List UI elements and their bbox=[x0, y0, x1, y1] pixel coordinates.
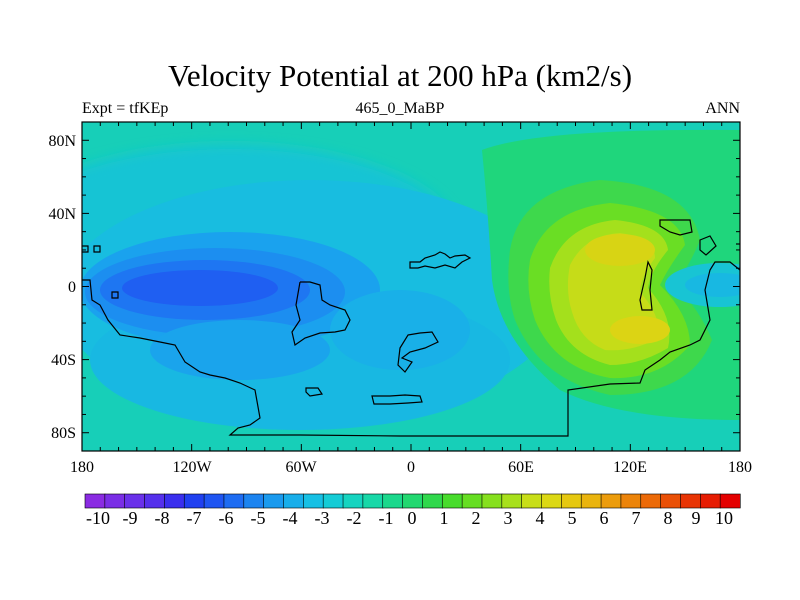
colorbar-label: -7 bbox=[187, 508, 202, 528]
y-tick-label: 40S bbox=[51, 352, 76, 369]
colorbar-swatch bbox=[561, 493, 582, 509]
colorbar-swatch bbox=[183, 493, 205, 509]
x-tick-label: 180 bbox=[728, 459, 752, 476]
colorbar-swatch bbox=[719, 493, 741, 509]
colorbar-swatch bbox=[283, 493, 304, 509]
x-tick-label: 60W bbox=[285, 459, 317, 476]
x-axis-labels: 180 120W 60W 0 60E 120E 180 bbox=[70, 459, 752, 476]
colorbar-label: 0 bbox=[408, 508, 417, 528]
season-label: ANN bbox=[705, 100, 740, 117]
colorbar-label: 10 bbox=[715, 508, 733, 528]
colorbar-swatch bbox=[580, 493, 602, 509]
colorbar-swatch bbox=[699, 493, 721, 509]
x-tick-label: 120E bbox=[613, 459, 647, 476]
colorbar-swatch bbox=[481, 493, 503, 509]
colorbar-label: -1 bbox=[379, 508, 394, 528]
colorbar-label: -4 bbox=[283, 508, 298, 528]
colorbar-swatch bbox=[422, 493, 443, 509]
colorbar-swatch bbox=[382, 493, 404, 509]
colorbar-label: -8 bbox=[155, 508, 170, 528]
colorbar-swatch bbox=[84, 493, 106, 509]
contour-field bbox=[82, 122, 740, 451]
colorbar-labels: -10 -9 -8 -7 -6 -5 -4 -3 -2 -1 0 1 2 3 4… bbox=[86, 508, 733, 528]
colorbar-swatch bbox=[362, 493, 384, 509]
colorbar-swatch bbox=[303, 493, 324, 509]
colorbar-swatch bbox=[461, 493, 483, 509]
colorbar-label: -6 bbox=[219, 508, 234, 528]
colorbar-label: -3 bbox=[315, 508, 330, 528]
x-tick-label: 60E bbox=[508, 459, 534, 476]
colorbar-label: 4 bbox=[536, 508, 545, 528]
colorbar-label: 9 bbox=[692, 508, 701, 528]
y-tick-label: 80N bbox=[48, 133, 76, 150]
colorbar-swatch bbox=[322, 493, 344, 509]
colorbar-swatch bbox=[600, 493, 622, 509]
y-tick-label: 0 bbox=[68, 279, 76, 296]
colorbar-label: -2 bbox=[347, 508, 362, 528]
colorbar-swatch bbox=[680, 493, 701, 509]
colorbar-label: -5 bbox=[251, 508, 266, 528]
colorbar-label: 3 bbox=[504, 508, 513, 528]
colorbar-swatch bbox=[223, 493, 245, 509]
x-tick-label: 180 bbox=[70, 459, 94, 476]
colorbar-swatch bbox=[243, 493, 265, 509]
colorbar-label: 6 bbox=[600, 508, 609, 528]
experiment-label: Expt = tfKEp bbox=[82, 100, 169, 117]
y-axis-labels: 80N 40N 0 40S 80S bbox=[48, 133, 76, 442]
colorbar-swatch bbox=[342, 493, 364, 509]
colorbar-swatch bbox=[203, 493, 225, 509]
colorbar-swatch bbox=[660, 493, 682, 509]
y-tick-label: 80S bbox=[51, 425, 76, 442]
colorbar-swatch bbox=[640, 493, 662, 509]
colorbar-swatch bbox=[501, 493, 523, 509]
colorbar-swatch bbox=[144, 493, 166, 509]
colorbar-swatch bbox=[441, 493, 463, 509]
colorbar-label: 7 bbox=[632, 508, 641, 528]
colorbar-label: 8 bbox=[664, 508, 673, 528]
colorbar bbox=[84, 493, 741, 509]
colorbar-label: -9 bbox=[123, 508, 138, 528]
colorbar-label: -10 bbox=[86, 508, 110, 528]
x-tick-label: 0 bbox=[407, 459, 415, 476]
colorbar-swatch bbox=[620, 493, 642, 509]
colorbar-label: 2 bbox=[472, 508, 481, 528]
colorbar-swatch bbox=[402, 493, 424, 509]
colorbar-swatch bbox=[164, 493, 185, 509]
colorbar-swatch bbox=[124, 493, 146, 509]
period-label: 465_0_MaBP bbox=[355, 100, 445, 117]
coastline bbox=[82, 219, 740, 437]
colorbar-swatch bbox=[263, 493, 285, 509]
chart-title: Velocity Potential at 200 hPa (km2/s) bbox=[167, 58, 633, 93]
colorbar-swatch bbox=[521, 493, 543, 509]
colorbar-swatch bbox=[541, 493, 562, 509]
axis-ticks bbox=[81, 121, 741, 452]
colorbar-label: 5 bbox=[568, 508, 577, 528]
y-tick-label: 40N bbox=[48, 206, 76, 223]
x-tick-label: 120W bbox=[172, 459, 212, 476]
colorbar-label: 1 bbox=[440, 508, 449, 528]
colorbar-swatch bbox=[104, 493, 126, 509]
